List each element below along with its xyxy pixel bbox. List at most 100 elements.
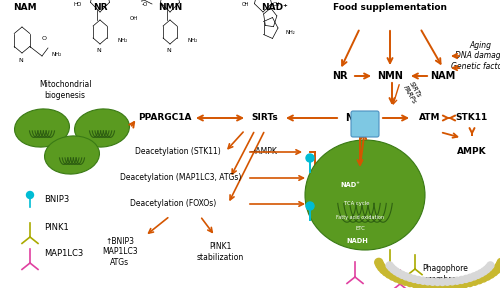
Circle shape xyxy=(448,278,456,285)
Text: ↑BNIP3
MAP1LC3
ATGs: ↑BNIP3 MAP1LC3 ATGs xyxy=(102,237,138,267)
Text: PINK1: PINK1 xyxy=(44,223,69,232)
Circle shape xyxy=(420,277,426,284)
Text: MAP1LC3: MAP1LC3 xyxy=(44,249,83,259)
Circle shape xyxy=(490,268,498,276)
Circle shape xyxy=(466,278,474,287)
Circle shape xyxy=(424,278,432,285)
Circle shape xyxy=(429,278,436,285)
Text: P: P xyxy=(140,0,144,3)
Circle shape xyxy=(390,266,397,273)
Text: Deacetylation (MAP1LC3, ATGs): Deacetylation (MAP1LC3, ATGs) xyxy=(120,173,242,183)
Circle shape xyxy=(458,276,465,283)
Circle shape xyxy=(389,272,397,280)
Text: Aging
DNA damage
Genetic factors: Aging DNA damage Genetic factors xyxy=(451,41,500,71)
Circle shape xyxy=(480,274,488,282)
Text: STK11: STK11 xyxy=(456,113,488,122)
Circle shape xyxy=(470,273,478,280)
Text: OH: OH xyxy=(273,3,280,7)
Text: NAD⁺: NAD⁺ xyxy=(340,182,360,188)
Text: N: N xyxy=(96,48,102,52)
Circle shape xyxy=(492,266,500,274)
Circle shape xyxy=(375,258,383,266)
Circle shape xyxy=(487,262,494,269)
Text: OH: OH xyxy=(130,16,138,20)
Circle shape xyxy=(406,274,414,281)
Text: NAM: NAM xyxy=(430,71,456,81)
Text: Food supplementation: Food supplementation xyxy=(333,3,447,12)
Text: SIRTs: SIRTs xyxy=(252,113,278,122)
Ellipse shape xyxy=(74,109,130,147)
Text: NH₂: NH₂ xyxy=(285,31,295,35)
Circle shape xyxy=(444,282,452,288)
Text: NAD⁺: NAD⁺ xyxy=(346,113,374,123)
Circle shape xyxy=(412,280,420,288)
Text: HO: HO xyxy=(74,1,82,7)
Circle shape xyxy=(434,278,441,285)
Circle shape xyxy=(483,266,490,273)
Text: ETC: ETC xyxy=(355,226,365,232)
Circle shape xyxy=(474,271,481,278)
Text: N: N xyxy=(166,48,172,52)
Circle shape xyxy=(388,264,395,271)
Circle shape xyxy=(402,273,409,280)
Circle shape xyxy=(416,281,424,288)
Text: Deacetylation (FOXOs): Deacetylation (FOXOs) xyxy=(130,200,216,209)
Text: PINK1
stabilization: PINK1 stabilization xyxy=(196,242,244,262)
Text: OH: OH xyxy=(242,3,249,7)
Ellipse shape xyxy=(305,140,425,250)
Text: NMN: NMN xyxy=(377,71,403,81)
Circle shape xyxy=(406,278,414,287)
Text: ATM: ATM xyxy=(419,113,441,122)
Circle shape xyxy=(483,272,491,280)
Ellipse shape xyxy=(14,109,70,147)
Circle shape xyxy=(428,282,436,288)
Circle shape xyxy=(496,261,500,269)
Text: NH₂: NH₂ xyxy=(118,37,128,43)
Text: →AMPK: →AMPK xyxy=(250,147,278,156)
Circle shape xyxy=(478,270,484,277)
Circle shape xyxy=(433,282,441,288)
Text: NAD⁺: NAD⁺ xyxy=(262,3,288,12)
Text: Phagophore
membrane: Phagophore membrane xyxy=(422,264,468,284)
Text: NAM: NAM xyxy=(13,3,37,12)
Circle shape xyxy=(454,277,460,284)
Circle shape xyxy=(392,274,400,282)
Circle shape xyxy=(415,276,422,283)
Circle shape xyxy=(486,270,494,278)
Circle shape xyxy=(386,262,393,269)
Circle shape xyxy=(397,276,405,284)
Circle shape xyxy=(485,264,492,271)
Circle shape xyxy=(378,263,386,271)
Text: NH₂: NH₂ xyxy=(188,37,198,43)
Text: -O: -O xyxy=(142,1,148,7)
Circle shape xyxy=(439,278,446,285)
FancyBboxPatch shape xyxy=(351,111,379,137)
Circle shape xyxy=(306,154,314,162)
Circle shape xyxy=(306,202,314,210)
Circle shape xyxy=(466,274,473,281)
Text: NR: NR xyxy=(93,3,107,12)
Circle shape xyxy=(439,282,447,288)
Text: SIRTs
PARPs: SIRTs PARPs xyxy=(402,81,423,105)
Circle shape xyxy=(410,275,418,283)
Circle shape xyxy=(399,271,406,278)
Text: NH₂: NH₂ xyxy=(52,52,62,56)
Circle shape xyxy=(456,281,464,288)
Circle shape xyxy=(460,280,468,288)
Circle shape xyxy=(402,277,409,285)
Circle shape xyxy=(450,281,458,288)
Circle shape xyxy=(392,268,400,275)
Circle shape xyxy=(26,192,34,198)
Text: NADH: NADH xyxy=(346,238,368,244)
Text: Fatty acid oxidation: Fatty acid oxidation xyxy=(336,215,384,219)
Text: PPARGC1A: PPARGC1A xyxy=(138,113,192,122)
Text: O: O xyxy=(42,35,46,41)
Text: Mitochondrial
biogenesis: Mitochondrial biogenesis xyxy=(39,80,91,100)
Text: BNIP3: BNIP3 xyxy=(44,196,69,204)
Ellipse shape xyxy=(44,136,100,174)
Text: AMPK: AMPK xyxy=(457,147,487,156)
Circle shape xyxy=(494,263,500,271)
Circle shape xyxy=(480,268,488,275)
Text: NMN: NMN xyxy=(158,3,182,12)
Text: TCA cycle: TCA cycle xyxy=(344,200,370,206)
